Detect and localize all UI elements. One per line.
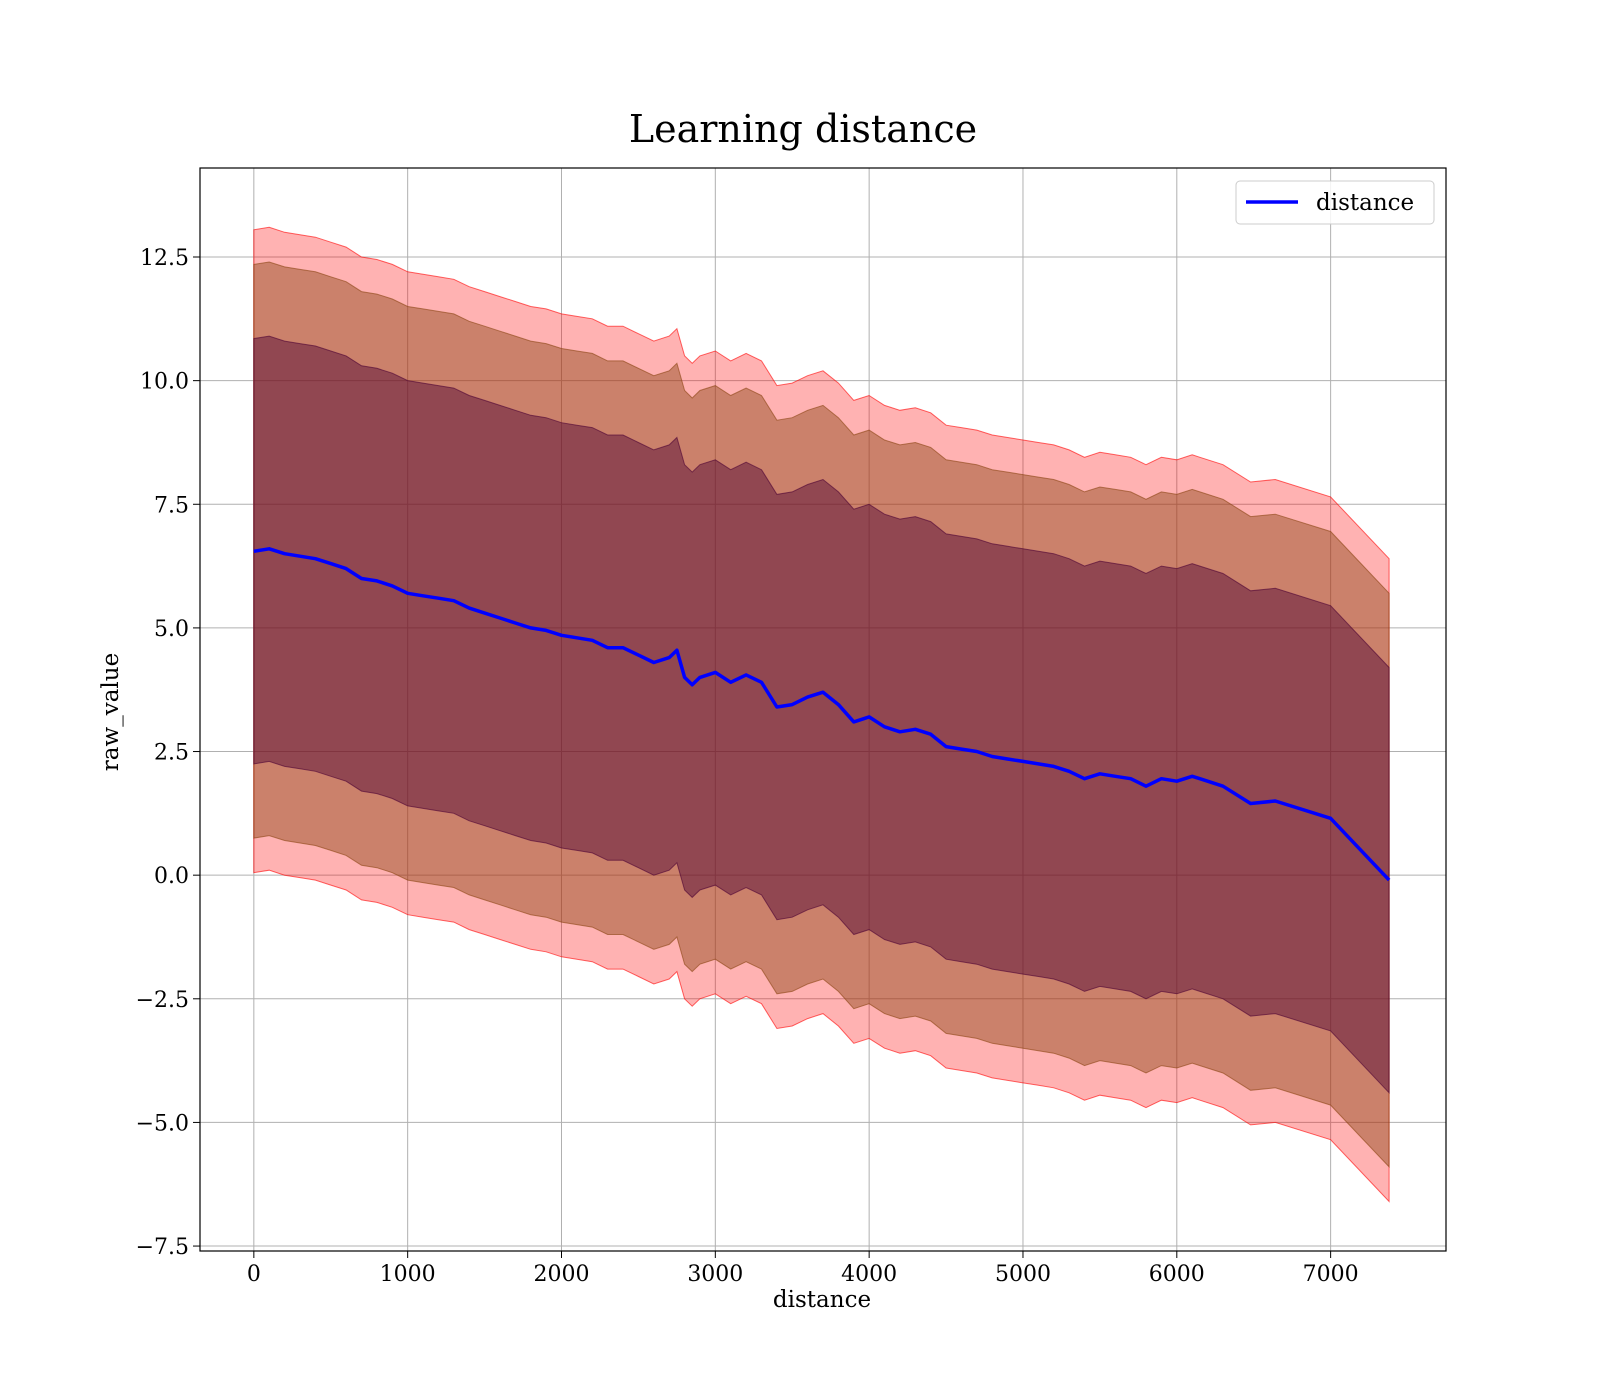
y-tick-label: 0.0: [154, 864, 189, 889]
legend-label-distance: distance: [1316, 190, 1414, 216]
y-tick-label: 12.5: [140, 246, 189, 271]
x-axis-ticks: 0 1000 2000 3000 4000 5000 6000 7000: [247, 1251, 1359, 1287]
series-lines: [253, 547, 1391, 882]
confidence-bands: [253, 226, 1390, 1203]
y-tick-label: 10.0: [140, 370, 189, 395]
x-axis-label: distance: [773, 1287, 871, 1313]
y-axis-ticks: −7.5 −5.0 −2.5 0.0 2.5 5.0 7.5 10.0 12.5: [136, 246, 200, 1260]
y-tick-label: −7.5: [136, 1235, 189, 1260]
plot-frame: [199, 167, 1447, 1252]
legend-box: [1235, 180, 1435, 225]
y-axis-label: raw_value: [98, 653, 124, 771]
x-tick-label: 2000: [533, 1262, 589, 1287]
y-tick-label: 2.5: [154, 741, 189, 766]
band-1-sigma: [253, 335, 1390, 1095]
x-tick-label: 6000: [1149, 1262, 1205, 1287]
y-tick-label: 5.0: [154, 617, 189, 642]
chart-title: Learning distance: [629, 107, 977, 151]
legend: distance: [1235, 180, 1435, 225]
y-tick-label: −2.5: [136, 988, 189, 1013]
y-tick-label: 7.5: [154, 493, 189, 518]
series-line-distance: [253, 547, 1391, 882]
x-tick-label: 3000: [687, 1262, 743, 1287]
x-tick-label: 0: [247, 1262, 261, 1287]
x-tick-label: 5000: [995, 1262, 1051, 1287]
band-2-sigma: [253, 261, 1390, 1169]
grid: [200, 168, 1446, 1251]
x-tick-label: 7000: [1303, 1262, 1359, 1287]
band-3-sigma: [253, 226, 1390, 1203]
x-tick-label: 4000: [841, 1262, 897, 1287]
y-tick-label: −5.0: [136, 1111, 189, 1136]
x-tick-label: 1000: [380, 1262, 436, 1287]
